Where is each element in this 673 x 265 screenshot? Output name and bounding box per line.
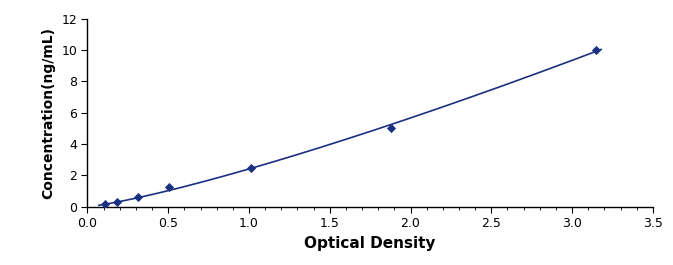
Y-axis label: Concentration(ng/mL): Concentration(ng/mL)	[42, 26, 56, 199]
X-axis label: Optical Density: Optical Density	[304, 236, 436, 251]
